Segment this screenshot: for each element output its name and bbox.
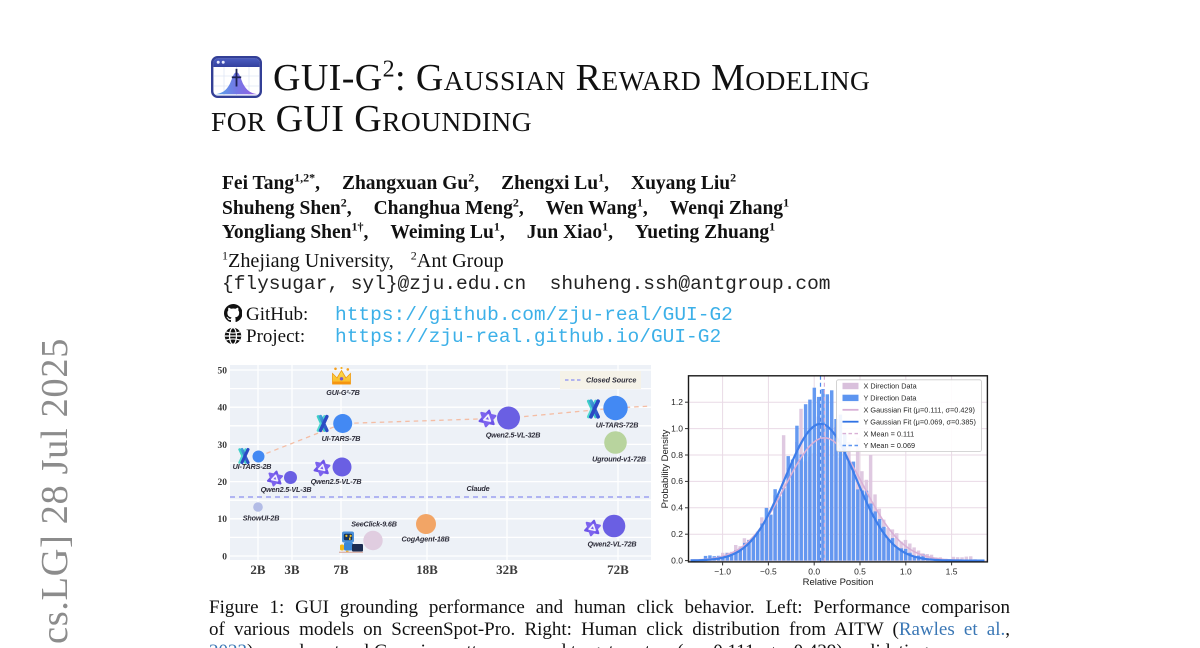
svg-text:40: 40: [218, 404, 228, 414]
svg-text:1.0: 1.0: [671, 423, 683, 433]
svg-text:10: 10: [218, 515, 228, 525]
svg-text:0.8: 0.8: [671, 450, 683, 460]
svg-text:Y Direction Data: Y Direction Data: [864, 394, 918, 403]
svg-text:Qwen2-VL-72B: Qwen2-VL-72B: [588, 540, 637, 549]
svg-text:X Gaussian Fit (μ=0.111, σ=0.4: X Gaussian Fit (μ=0.111, σ=0.429): [864, 406, 975, 415]
svg-text:0.0: 0.0: [808, 566, 820, 576]
svg-text:0.5: 0.5: [854, 566, 866, 576]
svg-text:0.4: 0.4: [671, 503, 683, 513]
svg-text:SeeClick-9.6B: SeeClick-9.6B: [351, 520, 397, 529]
svg-text:X Mean = 0.111: X Mean = 0.111: [864, 429, 915, 438]
svg-text:Probability Density: Probability Density: [660, 429, 671, 508]
svg-text:UI-TARS-2B: UI-TARS-2B: [233, 462, 272, 471]
svg-text:UI-TARS-72B: UI-TARS-72B: [596, 421, 639, 430]
svg-text:Qwen2.5-VL-32B: Qwen2.5-VL-32B: [486, 431, 541, 440]
svg-text:ShowUI-2B: ShowUI-2B: [243, 514, 280, 523]
svg-text:Y Mean = 0.069: Y Mean = 0.069: [864, 441, 916, 450]
svg-text:Closed Source: Closed Source: [586, 376, 636, 385]
svg-text:Relative Position: Relative Position: [803, 577, 874, 588]
svg-text:0.2: 0.2: [671, 529, 683, 539]
svg-text:0.0: 0.0: [671, 555, 683, 565]
svg-text:0: 0: [222, 552, 227, 562]
svg-text:18B: 18B: [416, 562, 438, 577]
svg-text:50: 50: [218, 366, 228, 376]
svg-text:CogAgent-18B: CogAgent-18B: [401, 535, 449, 544]
svg-text:UI-TARS-7B: UI-TARS-7B: [322, 434, 361, 443]
svg-text:2B: 2B: [250, 562, 266, 577]
svg-text:Qwen2.5-VL-3B: Qwen2.5-VL-3B: [261, 485, 312, 494]
svg-text:Y Gaussian Fit (μ=0.069, σ=0.3: Y Gaussian Fit (μ=0.069, σ=0.385): [864, 417, 976, 426]
svg-text:1.5: 1.5: [946, 566, 958, 576]
svg-text:72B: 72B: [607, 562, 629, 577]
svg-text:0.6: 0.6: [671, 476, 683, 486]
svg-text:3B: 3B: [284, 562, 300, 577]
svg-text:−1.0: −1.0: [714, 566, 731, 576]
svg-text:32B: 32B: [496, 562, 518, 577]
svg-text:−0.5: −0.5: [760, 566, 777, 576]
svg-text:30: 30: [218, 441, 228, 451]
svg-text:X Direction Data: X Direction Data: [864, 382, 918, 391]
svg-text:7B: 7B: [333, 562, 349, 577]
svg-text:20: 20: [218, 478, 228, 488]
svg-text:Claude: Claude: [466, 484, 489, 493]
svg-text:GUI-G²-7B: GUI-G²-7B: [326, 388, 359, 397]
svg-text:Uground-v1-72B: Uground-v1-72B: [592, 455, 646, 464]
svg-text:Qwen2.5-VL-7B: Qwen2.5-VL-7B: [311, 477, 362, 486]
svg-text:1.0: 1.0: [900, 566, 912, 576]
svg-text:1.2: 1.2: [671, 397, 683, 407]
